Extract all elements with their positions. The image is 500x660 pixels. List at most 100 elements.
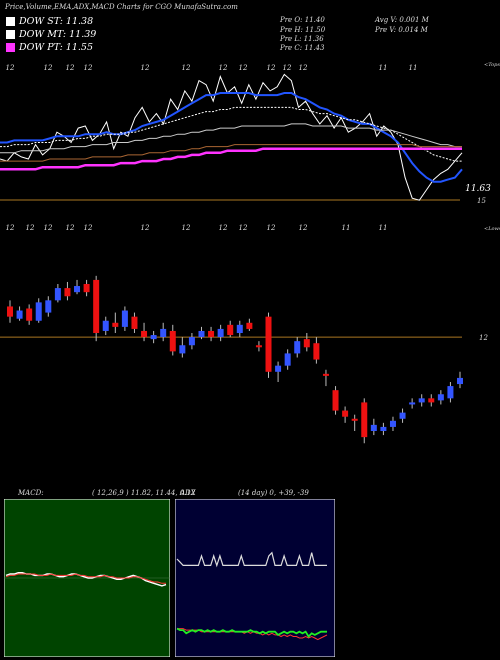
candle-body bbox=[275, 365, 282, 372]
candle-body bbox=[169, 330, 176, 352]
macd-params: ( 12,26,9 ) 11.82, 11.44, 0.12 bbox=[92, 489, 196, 497]
quote-avg-volume: Avg V: 0.001 M bbox=[375, 16, 429, 24]
candle-body bbox=[131, 316, 138, 329]
candle-body bbox=[389, 420, 396, 427]
bottom-axis-label: 12 bbox=[239, 224, 248, 232]
ema-dotted-line bbox=[0, 106, 462, 162]
candle-body bbox=[188, 337, 195, 346]
candle-body bbox=[457, 377, 463, 385]
legend-swatch-mt bbox=[6, 30, 15, 39]
candle-body bbox=[351, 418, 358, 421]
bottom-axis-label: 12 bbox=[26, 224, 35, 232]
legend-dow-st: DOW ST: 11.38 bbox=[6, 16, 93, 27]
top-axis-label: 12 bbox=[44, 64, 53, 72]
candle-body bbox=[428, 398, 435, 403]
price-line bbox=[0, 73, 463, 201]
last-price-label: 11.63 bbox=[465, 184, 491, 194]
bottom-axis-label: 12 bbox=[299, 224, 308, 232]
top-axis-label: 11 bbox=[379, 64, 388, 72]
legend-dow-pt: DOW PT: 11.55 bbox=[6, 42, 93, 53]
candle-body bbox=[179, 345, 186, 354]
top-axis-label: 12 bbox=[283, 64, 292, 72]
legend-dow-pt-label: DOW PT: 11.55 bbox=[19, 42, 93, 53]
candle-body bbox=[54, 288, 61, 301]
candle-body bbox=[227, 324, 234, 336]
bottom-axis-label: 11 bbox=[379, 224, 388, 232]
candle-body bbox=[380, 426, 387, 431]
candle-body bbox=[16, 310, 23, 319]
bottom-axis-label: 12 bbox=[66, 224, 75, 232]
candle-body bbox=[409, 402, 416, 405]
top-axis-label: 12 bbox=[141, 64, 150, 72]
legend-dow-mt-label: DOW MT: 11.39 bbox=[19, 29, 97, 40]
dow-pt-line bbox=[0, 147, 462, 171]
candle-body bbox=[399, 412, 406, 419]
macd-signal-line bbox=[5, 573, 166, 584]
candle-body bbox=[265, 316, 272, 372]
chart-title: Price,Volume,EMA,ADX,MACD Charts for CGO… bbox=[5, 3, 238, 11]
candle-body bbox=[141, 330, 148, 338]
top-axis-label: 12 bbox=[66, 64, 75, 72]
candle-body bbox=[74, 286, 81, 293]
quote-close: Pre C: 11.43 bbox=[280, 44, 325, 52]
bottom-axis-label: 12 bbox=[141, 224, 150, 232]
top-axis-label: 12 bbox=[219, 64, 228, 72]
bottom-axis-label: 12 bbox=[44, 224, 53, 232]
candle-body bbox=[370, 424, 377, 431]
top-axis-label: 12 bbox=[6, 64, 15, 72]
candle-body bbox=[35, 302, 42, 321]
candle-body bbox=[342, 410, 349, 417]
candle-body bbox=[246, 322, 253, 329]
candle-body bbox=[7, 306, 13, 317]
top-axis-label: 12 bbox=[182, 64, 191, 72]
candle-body bbox=[93, 279, 100, 333]
candle-body bbox=[284, 353, 291, 366]
candle-body bbox=[208, 330, 215, 338]
price-chart: 12 12 12 12 12 12 12 12 12 12 12 11 11 <Tops 15 11.63 12… bbox=[0, 62, 500, 444]
candle-body bbox=[64, 288, 71, 297]
bottom-axis-tag: <Lows bbox=[484, 226, 500, 232]
bottom-axis-label: 12 bbox=[84, 224, 93, 232]
legend-dow-mt: DOW MT: 11.39 bbox=[6, 29, 96, 40]
candle-body bbox=[437, 394, 444, 401]
bottom-axis-label: 12 bbox=[182, 224, 191, 232]
candle-body bbox=[150, 335, 157, 340]
quote-open: Pre O: 11.40 bbox=[280, 16, 325, 24]
candle-body bbox=[198, 330, 205, 338]
top-axis-label: 12 bbox=[239, 64, 248, 72]
top-axis-tag: <Tops bbox=[484, 62, 500, 68]
bottom-axis-label: 12 bbox=[6, 224, 15, 232]
candle-body bbox=[102, 320, 109, 331]
top-axis-label: 12 bbox=[299, 64, 308, 72]
ema-brown-line bbox=[0, 144, 462, 162]
candle-body bbox=[294, 341, 301, 354]
legend-swatch-pt bbox=[6, 43, 15, 52]
candle-body bbox=[112, 322, 119, 327]
adx-chart bbox=[175, 499, 335, 657]
legend-dow-st-label: DOW ST: 11.38 bbox=[19, 16, 94, 27]
ema-grey-line bbox=[0, 123, 462, 154]
adx-line bbox=[176, 551, 327, 568]
candle-body bbox=[313, 343, 320, 360]
candle-body bbox=[217, 328, 224, 338]
candle-body bbox=[332, 390, 339, 411]
top-axis-label: 11 bbox=[409, 64, 418, 72]
candle-body bbox=[121, 310, 128, 327]
adx-params: (14 day) 0, +39, -39 bbox=[238, 489, 309, 497]
candle-body bbox=[361, 402, 368, 438]
top-axis-label: 12 bbox=[267, 64, 276, 72]
candle-body bbox=[26, 308, 33, 321]
candle-body bbox=[160, 328, 167, 338]
reference-line-label: 15 bbox=[477, 197, 486, 205]
bottom-axis-label: 11 bbox=[342, 224, 351, 232]
ema-blue-line bbox=[0, 92, 463, 183]
minus-di-line bbox=[177, 628, 328, 641]
candle-body bbox=[418, 398, 425, 403]
candle-body bbox=[83, 284, 90, 293]
bottom-axis-label: 12 bbox=[219, 224, 228, 232]
macd-label: MACD: bbox=[18, 489, 44, 497]
top-axis-label: 12 bbox=[84, 64, 93, 72]
candle-body bbox=[236, 324, 243, 333]
quote-low: Pre L: 11.36 bbox=[280, 35, 324, 43]
plus-di-line bbox=[176, 627, 327, 638]
